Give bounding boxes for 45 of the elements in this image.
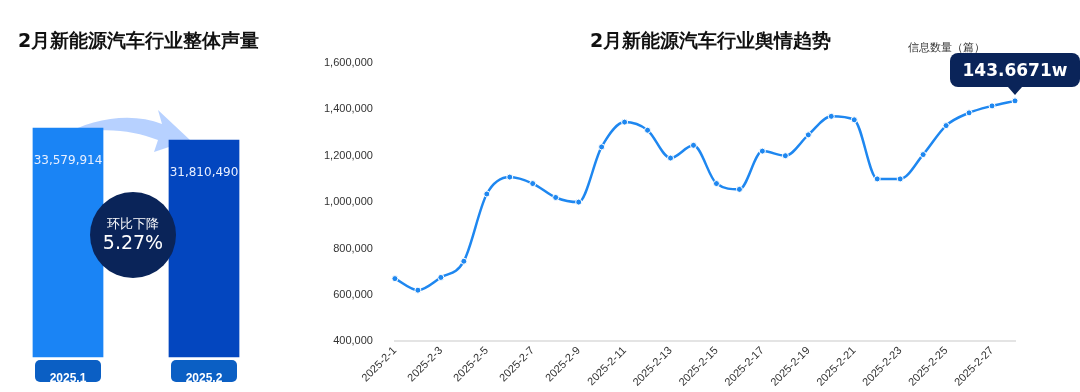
y-tick-label: 600,000	[333, 287, 373, 300]
y-tick-label: 1,200,000	[324, 148, 373, 161]
chart-title: 2月新能源汽车行业整体声量	[18, 28, 260, 53]
point	[621, 118, 629, 126]
point	[460, 257, 468, 265]
y-tick-label: 1,400,000	[324, 102, 373, 115]
point	[1011, 97, 1019, 105]
annotation: 143.6671w	[949, 52, 1080, 87]
point	[781, 152, 789, 160]
point	[965, 109, 973, 117]
y-tick-label: 1,000,000	[324, 195, 373, 208]
point	[575, 198, 583, 206]
point	[758, 147, 766, 155]
point	[644, 126, 652, 134]
point	[804, 131, 812, 139]
point	[919, 151, 927, 159]
chart-title: 2月新能源汽车行业舆情趋势	[590, 28, 832, 53]
point	[483, 190, 491, 198]
x-tick-label: 2025.1	[49, 371, 87, 386]
point	[529, 180, 537, 188]
point	[850, 116, 858, 124]
point	[827, 112, 835, 120]
y-tick-label: 800,000	[333, 241, 373, 254]
point	[391, 275, 399, 283]
y-tick-label: 400,000	[333, 334, 373, 347]
point	[873, 175, 881, 183]
point	[712, 180, 720, 188]
annotation: 环比下降	[107, 215, 159, 232]
point	[896, 175, 904, 183]
y-tick-label: 1,600,000	[324, 56, 373, 69]
point	[437, 273, 445, 281]
point	[667, 154, 675, 162]
x-tick-label: 2025.2	[185, 371, 223, 386]
data-label: 31,810,490	[169, 164, 239, 179]
data-label: 33,579,914	[33, 152, 103, 167]
point	[598, 143, 606, 151]
point	[735, 185, 743, 193]
annotation: 5.27%	[102, 230, 164, 254]
text: 信息数量（篇）	[908, 40, 985, 53]
point	[942, 122, 950, 130]
point	[988, 102, 996, 110]
point	[552, 193, 560, 201]
point	[506, 173, 514, 181]
point	[414, 286, 422, 294]
point	[689, 141, 697, 149]
